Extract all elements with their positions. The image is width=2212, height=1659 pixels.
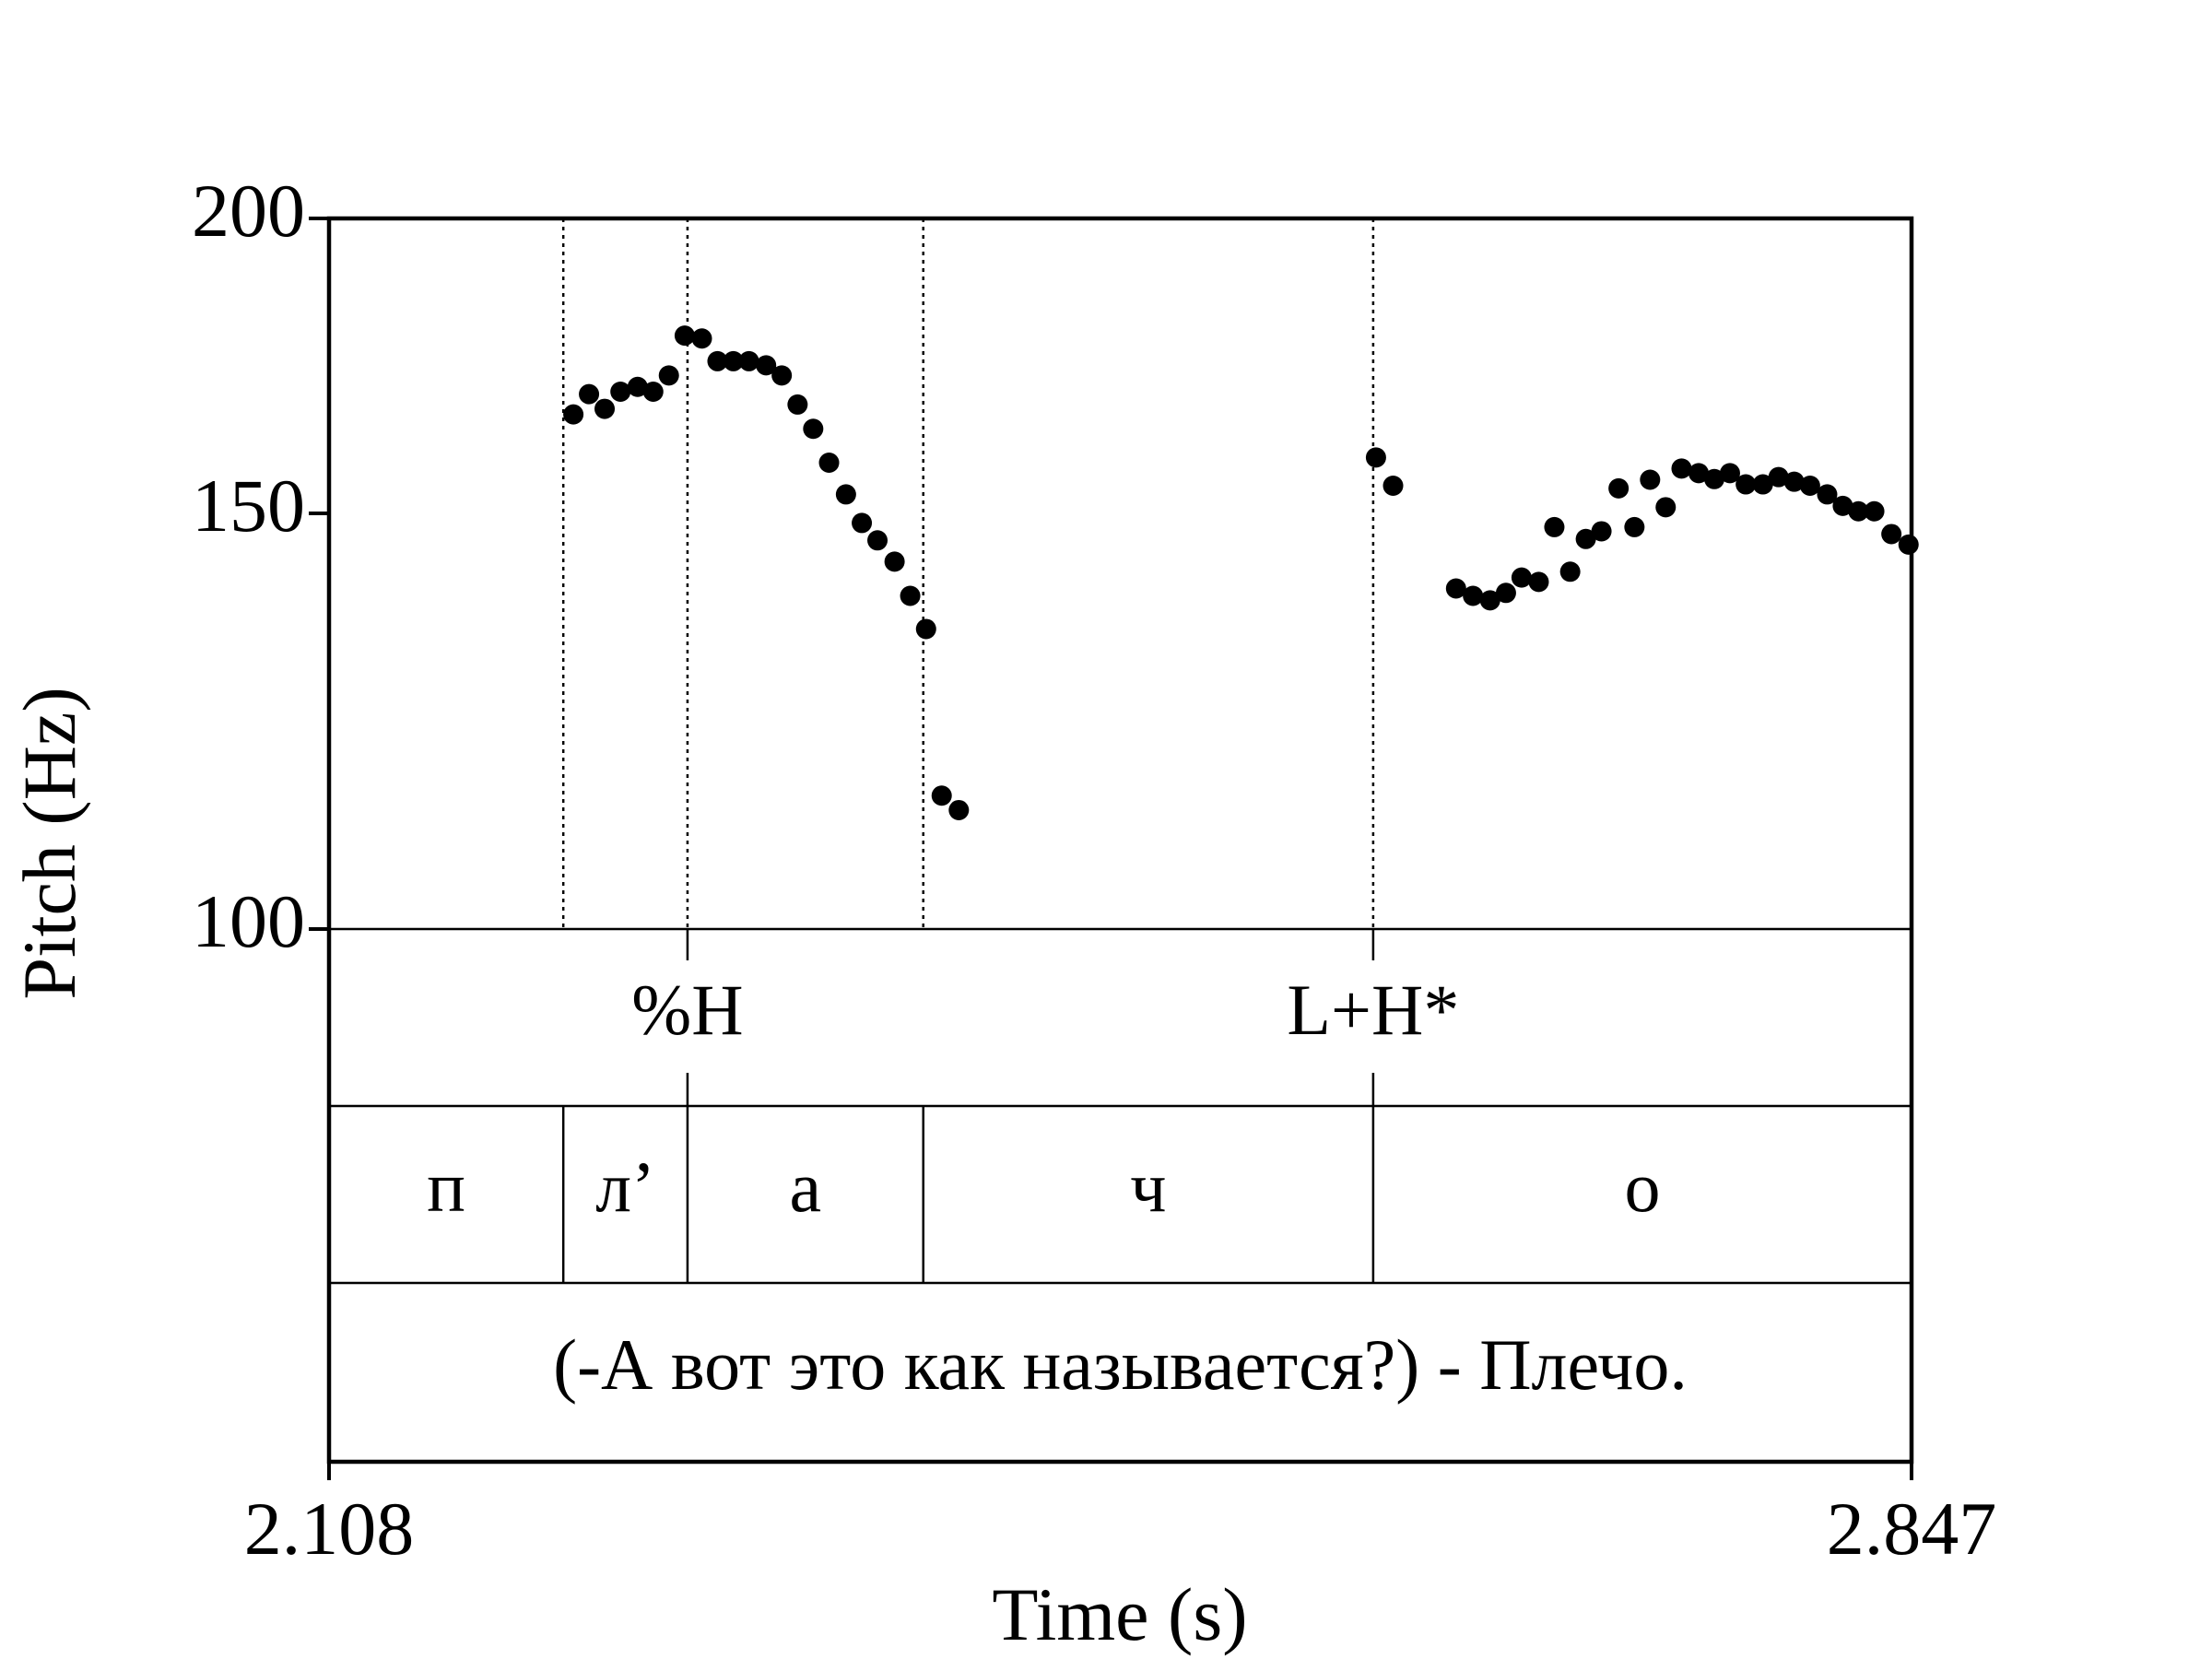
interval-label: (-А вот это как называется?) - Плечо. <box>553 1324 1688 1405</box>
pitch-point <box>1735 474 1757 495</box>
pitch-point <box>1479 590 1500 611</box>
pitch-point <box>803 418 824 440</box>
pitch-point <box>835 484 856 505</box>
interval-label: л’ <box>595 1147 655 1227</box>
y-tick-label: 100 <box>192 879 305 963</box>
pitch-point <box>915 618 936 640</box>
interval-label: ч <box>1130 1147 1166 1227</box>
pitch-point <box>563 404 584 425</box>
pitch-point <box>1783 471 1805 492</box>
pitch-point <box>1382 475 1404 496</box>
pitch-point <box>884 551 905 572</box>
pitch-point <box>627 376 648 397</box>
pitch-point <box>1864 500 1885 522</box>
pitch-point <box>1511 567 1532 588</box>
pitch-point <box>787 394 808 415</box>
x-axis-label: Time (s) <box>992 1572 1247 1656</box>
interval-label: о <box>1624 1147 1660 1227</box>
pitch-point <box>1655 497 1677 518</box>
pitch-point <box>658 365 679 386</box>
pitch-point <box>1365 447 1386 468</box>
pitch-point <box>1799 475 1820 496</box>
pitch-point <box>1817 484 1838 505</box>
pitch-point <box>1752 474 1773 495</box>
pitch-point <box>900 585 921 606</box>
pitch-point <box>594 398 616 419</box>
x-tick-label: 2.847 <box>1827 1487 1997 1571</box>
pitch-point <box>1640 469 1661 490</box>
pitch-point <box>867 530 888 551</box>
y-tick-label: 150 <box>192 464 305 547</box>
interval-label: п <box>427 1147 465 1227</box>
y-tick-label: 200 <box>192 169 305 253</box>
interval-label: а <box>790 1147 822 1227</box>
pitch-point <box>1495 582 1516 604</box>
pitch-point <box>707 350 728 371</box>
pitch-point <box>610 381 631 402</box>
pitch-point <box>691 328 712 349</box>
pitch-point <box>1608 477 1630 499</box>
pitch-point <box>1688 463 1710 484</box>
x-tick-label: 2.108 <box>244 1487 415 1571</box>
pitch-point <box>1463 585 1484 606</box>
pitch-point <box>642 381 664 402</box>
pitch-point <box>756 355 777 376</box>
pitch-point <box>1445 578 1466 599</box>
pitch-point <box>1768 466 1789 488</box>
pitch-point <box>931 785 952 806</box>
pitch-point <box>818 453 840 474</box>
tone-label: L+H* <box>1287 970 1459 1050</box>
pitch-point <box>771 365 793 386</box>
pitch-point <box>674 325 695 347</box>
pitch-point <box>1719 463 1740 484</box>
pitch-point <box>1544 516 1565 537</box>
pitch-point <box>1832 495 1853 516</box>
pitch-point <box>1591 521 1612 542</box>
pitch-point <box>1881 524 1902 545</box>
pitch-point <box>1575 528 1596 549</box>
pitch-point <box>738 350 759 371</box>
pitch-point <box>1528 571 1549 593</box>
plot-frame <box>326 216 1914 1465</box>
pitch-point <box>1704 468 1725 489</box>
pitch-point <box>852 512 873 534</box>
pitch-point <box>1898 534 1919 555</box>
pitch-point <box>948 799 970 820</box>
pitch-point <box>723 350 744 371</box>
pitch-point <box>1559 561 1581 582</box>
pitch-point <box>1671 458 1692 479</box>
tone-label: %H <box>631 970 743 1050</box>
pitch-point <box>1624 516 1645 537</box>
y-axis-label: Pitch (Hz) <box>7 687 91 999</box>
pitch-point <box>579 383 600 405</box>
pitch-point <box>1848 500 1869 522</box>
